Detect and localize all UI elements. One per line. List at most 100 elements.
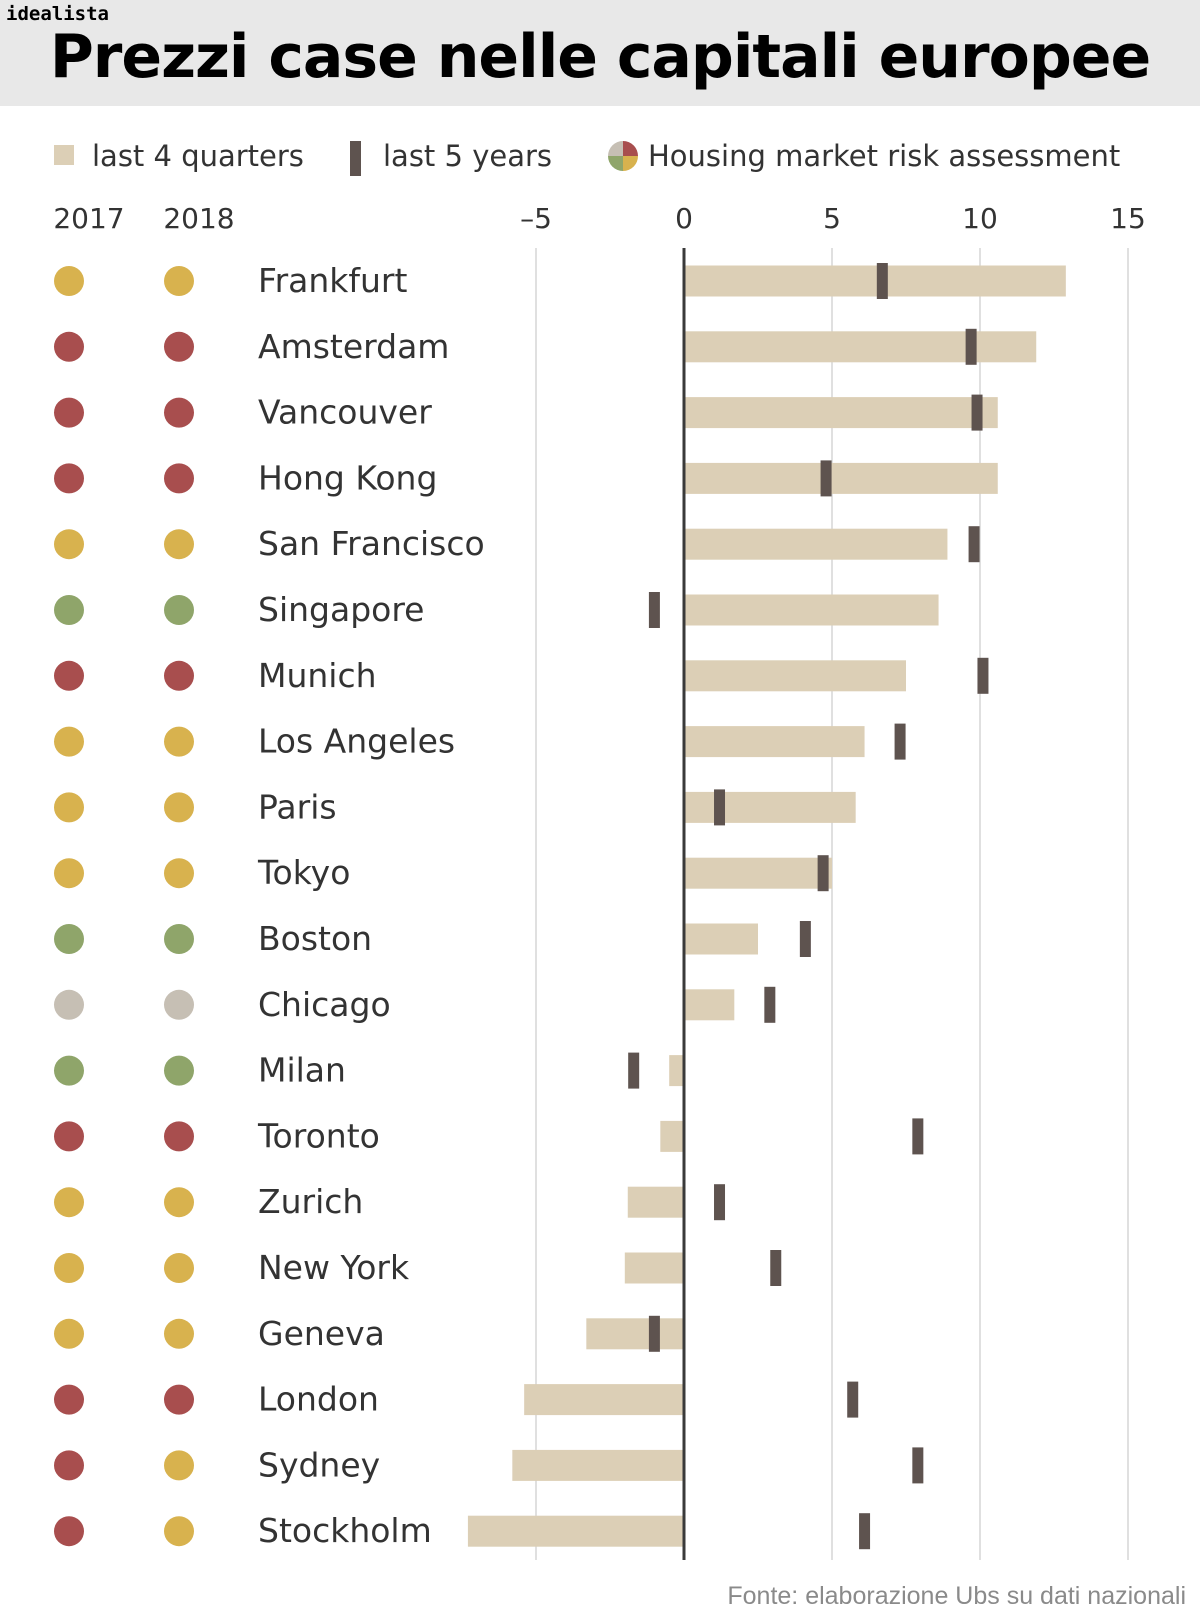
marker-last-5-years [628,1052,640,1089]
risk-dot-2018 [164,529,194,560]
bar-last-4-quarters [684,791,856,823]
city-label: Milan [258,1051,346,1090]
city-label: Paris [258,787,337,826]
risk-dot-2018 [164,924,194,954]
risk-dot-2018 [164,1121,194,1152]
bar-last-4-quarters [684,726,865,758]
city-label: New York [258,1248,410,1287]
risk-dot-2017 [54,1516,84,1547]
risk-dot-2018 [164,989,194,1020]
marker-last-5-years [648,592,660,628]
bar-last-4-quarters [624,1252,684,1284]
risk-dot-2017 [54,1318,84,1349]
brand-logo-text: idealista [6,3,109,25]
bar-last-4-quarters [512,1449,684,1481]
risk-dot-2017 [54,989,84,1020]
legend: last 4 quarters last 5 years Housing mar… [54,139,1120,176]
risk-dot-2018 [164,660,194,691]
risk-dot-2018 [164,1187,194,1218]
bar-last-4-quarters [586,1318,684,1350]
risk-dot-2017 [54,266,84,296]
x-tick-label: 5 [823,202,841,235]
city-label: Sydney [258,1445,380,1484]
legend-risk-label: Housing market risk assessment [648,139,1120,173]
marker-last-5-years [817,855,829,892]
marker-last-5-years [968,526,980,563]
marker-last-5-years [820,460,832,497]
risk-dot-2018 [164,331,194,362]
city-label: San Francisco [258,524,485,563]
marker-last-5-years [894,723,906,760]
bar-last-4-quarters [684,989,735,1021]
bar-last-4-quarters [669,1055,684,1087]
city-label: Amsterdam [258,327,449,366]
risk-dot-2017 [54,858,84,889]
marker-last-5-years [770,1250,782,1286]
city-label: Stockholm [258,1511,432,1550]
city-label: Toronto [257,1116,380,1155]
risk-dot-2017 [54,595,84,625]
marker-last-5-years [714,789,726,826]
source-note: Fonte: elaborazione Ubs su dati nazional… [727,1582,1186,1610]
bar-last-4-quarters [684,923,758,955]
bar-last-4-quarters [684,462,998,494]
risk-dot-2017 [54,397,84,428]
legend-quarters-label: last 4 quarters [92,139,304,173]
city-label: Los Angeles [258,722,455,761]
gridlines [535,248,1129,1560]
marker-last-5-years [876,263,888,299]
markers-last-5-years [628,263,989,1550]
risk-column-headers: 2017 2018 [53,202,234,235]
marker-last-5-years [912,1447,924,1484]
bar-last-4-quarters [684,594,939,626]
city-label: Vancouver [258,393,432,432]
city-label: Boston [258,919,372,958]
risk-dot-2018 [164,1450,194,1481]
city-label: Munich [258,656,377,695]
risk-header-2017: 2017 [53,202,124,235]
risk-header-2018: 2018 [163,202,234,235]
city-label: Geneva [258,1314,385,1353]
city-label: Zurich [258,1182,363,1221]
bar-last-4-quarters [467,1515,684,1547]
marker-last-5-years [971,394,983,431]
risk-dot-2018 [164,858,194,889]
city-label: Tokyo [257,853,350,892]
bar-last-4-quarters [684,857,832,889]
marker-last-5-years [977,657,989,694]
risk-dot-2018 [164,1384,194,1415]
city-label: Hong Kong [258,458,437,497]
x-tick-label: –5 [520,202,552,235]
city-label: Singapore [258,590,424,629]
legend-years-swatch [350,141,361,176]
marker-last-5-years [847,1381,859,1418]
risk-dot-2017 [54,1055,84,1086]
risk-dot-2017 [54,1187,84,1218]
marker-last-5-years [764,986,776,1023]
x-tick-label: 15 [1110,202,1146,235]
legend-quarters-swatch [54,145,74,165]
city-label: Chicago [258,985,391,1024]
marker-last-5-years [799,921,811,957]
risk-dot-2017 [54,792,84,823]
risk-dot-2017 [54,331,84,362]
risk-dot-2017 [54,463,84,494]
x-tick-label: 10 [962,202,998,235]
bars-last-4-quarters [467,265,1066,1547]
bar-last-4-quarters [684,331,1037,363]
risk-dot-2018 [164,595,194,625]
city-label: London [258,1380,379,1419]
risk-dot-2018 [164,1318,194,1349]
bar-last-4-quarters [684,397,998,429]
bar-last-4-quarters [627,1186,684,1218]
risk-dot-2018 [164,1055,194,1086]
marker-last-5-years [912,1118,924,1155]
risk-dot-2018 [164,792,194,823]
bar-last-4-quarters [684,660,906,692]
bar-last-4-quarters [660,1120,684,1152]
marker-last-5-years [648,1315,660,1352]
risk-dot-2017 [54,726,84,757]
x-tick-label: 0 [675,202,693,235]
risk-dot-2018 [164,726,194,757]
